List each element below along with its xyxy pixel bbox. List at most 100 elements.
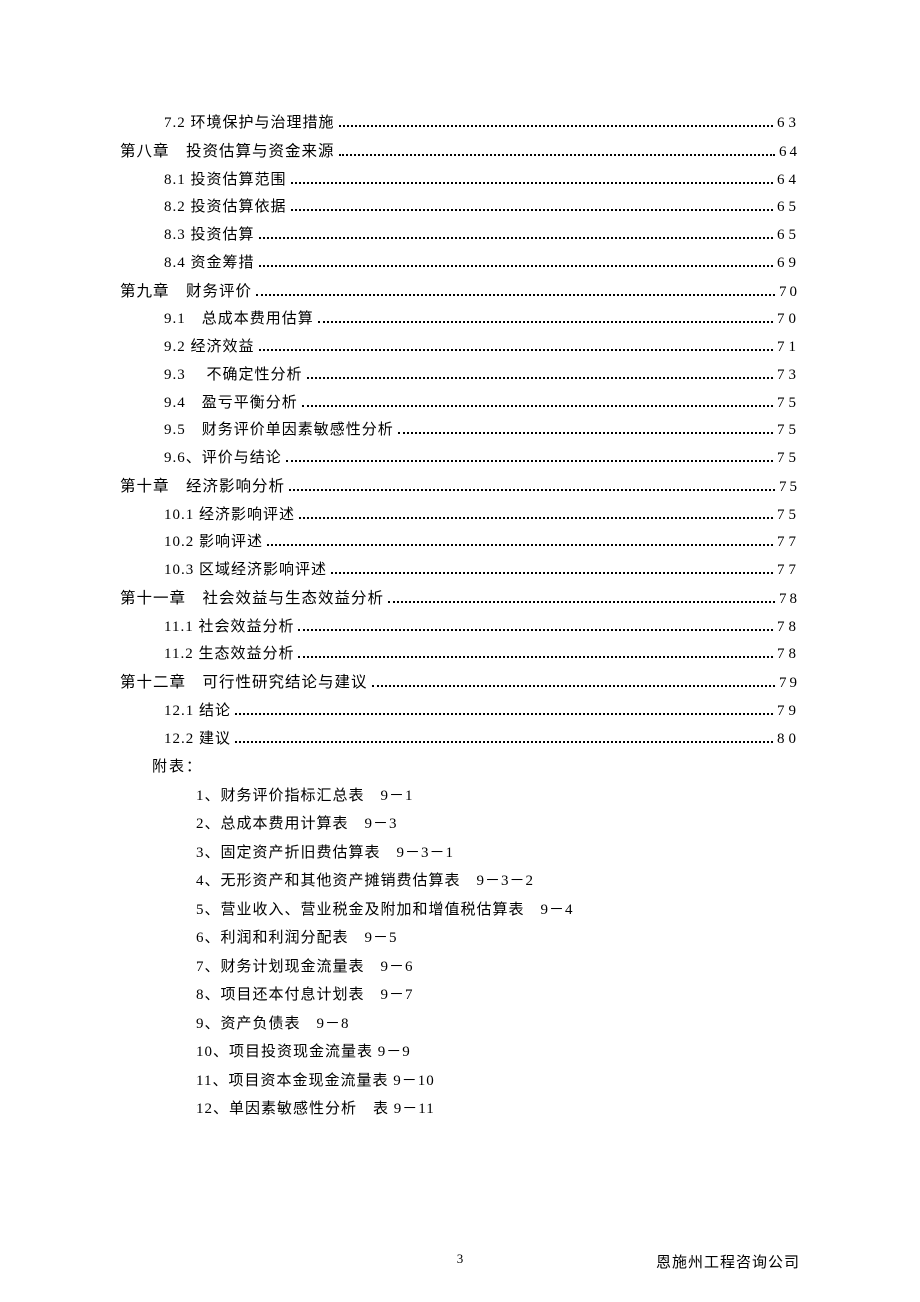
- toc-entry: 9.4 盈亏平衡分析 75: [120, 390, 800, 418]
- toc-entry: 9.5 财务评价单因素敏感性分析 75: [120, 417, 800, 445]
- toc-entry-title: 第八章 投资估算与资金来源: [120, 138, 335, 167]
- toc-entry: 8.1 投资估算范围 64: [120, 167, 800, 195]
- company-name: 恩施州工程咨询公司: [656, 1251, 800, 1272]
- toc-entry-title: 12.1 结论: [164, 698, 231, 726]
- toc-entry-page: 64: [777, 167, 800, 195]
- toc-entry: 第十一章 社会效益与生态效益分析 78: [120, 585, 800, 614]
- toc-entry-title: 10.1 经济影响评述: [164, 502, 295, 530]
- appendix-item: 5、营业收入、营业税金及附加和增值税估算表 9－4: [120, 896, 800, 925]
- appendix-item: 7、财务计划现金流量表 9－6: [120, 953, 800, 982]
- toc-entry-page: 78: [777, 641, 800, 669]
- toc-entry-title: 9.4 盈亏平衡分析: [164, 390, 298, 418]
- toc-entry-title: 第十一章 社会效益与生态效益分析: [120, 585, 384, 614]
- toc-entry-page: 79: [777, 698, 800, 726]
- toc-dot-leader: [291, 182, 773, 184]
- toc-entry: 8.3 投资估算65: [120, 222, 800, 250]
- toc-entry-title: 第九章 财务评价: [120, 278, 252, 307]
- appendix-list: 1、财务评价指标汇总表 9－12、总成本费用计算表 9－33、固定资产折旧费估算…: [120, 782, 800, 1124]
- toc-entry-title: 8.2 投资估算依据: [164, 194, 287, 222]
- toc-dot-leader: [302, 405, 773, 407]
- toc-entry-page: 70: [777, 306, 800, 334]
- appendix-item: 9、资产负债表 9－8: [120, 1010, 800, 1039]
- appendix-item: 6、利润和利润分配表 9－5: [120, 924, 800, 953]
- toc-entry-title: 7.2 环境保护与治理措施: [164, 110, 335, 138]
- toc-entry-page: 71: [777, 334, 800, 362]
- toc-entry-title: 10.2 影响评述: [164, 529, 263, 557]
- toc-entry: 10.1 经济影响评述 75: [120, 502, 800, 530]
- toc-entry-page: 78: [779, 586, 800, 614]
- toc-entry-page: 75: [777, 417, 800, 445]
- toc-dot-leader: [298, 629, 773, 631]
- toc-entry: 12.1 结论 79: [120, 698, 800, 726]
- toc-entry-page: 75: [777, 390, 800, 418]
- page-content: 7.2 环境保护与治理措施63第八章 投资估算与资金来源648.1 投资估算范围…: [0, 0, 920, 1124]
- toc-entry-page: 65: [777, 222, 800, 250]
- table-of-contents: 7.2 环境保护与治理措施63第八章 投资估算与资金来源648.1 投资估算范围…: [120, 110, 800, 753]
- toc-dot-leader: [331, 572, 773, 574]
- toc-entry: 9.1 总成本费用估算70: [120, 306, 800, 334]
- toc-entry: 11.2 生态效益分析 78: [120, 641, 800, 669]
- toc-dot-leader: [235, 741, 773, 743]
- toc-dot-leader: [286, 460, 773, 462]
- toc-dot-leader: [259, 349, 773, 351]
- toc-entry: 11.1 社会效益分析 78: [120, 614, 800, 642]
- toc-entry-page: 73: [777, 362, 800, 390]
- toc-entry-title: 8.4 资金筹措: [164, 250, 255, 278]
- appendix-item: 3、固定资产折旧费估算表 9－3－1: [120, 839, 800, 868]
- toc-entry-title: 12.2 建议: [164, 726, 231, 754]
- toc-entry-title: 10.3 区域经济影响评述: [164, 557, 327, 585]
- appendix-item: 2、总成本费用计算表 9－3: [120, 810, 800, 839]
- appendix-item: 1、财务评价指标汇总表 9－1: [120, 782, 800, 811]
- toc-entry-page: 78: [777, 614, 800, 642]
- toc-dot-leader: [299, 517, 773, 519]
- toc-dot-leader: [267, 544, 773, 546]
- toc-entry-title: 9.6、评价与结论: [164, 445, 282, 473]
- appendix-item: 4、无形资产和其他资产摊销费估算表 9－3－2: [120, 867, 800, 896]
- toc-entry-title: 11.2 生态效益分析: [164, 641, 294, 669]
- toc-entry-title: 9.5 财务评价单因素敏感性分析: [164, 417, 394, 445]
- toc-dot-leader: [318, 321, 773, 323]
- toc-entry-title: 第十章 经济影响分析: [120, 473, 285, 502]
- toc-dot-leader: [339, 125, 773, 127]
- toc-entry: 12.2 建议80: [120, 726, 800, 754]
- toc-entry: 8.4 资金筹措69: [120, 250, 800, 278]
- toc-entry-page: 75: [777, 502, 800, 530]
- toc-entry: 第八章 投资估算与资金来源 64: [120, 138, 800, 167]
- toc-entry: 第十二章 可行性研究结论与建议 79: [120, 669, 800, 698]
- toc-entry-page: 77: [777, 557, 800, 585]
- toc-dot-leader: [307, 377, 773, 379]
- page-number: 3: [457, 1251, 464, 1267]
- toc-entry-title: 第十二章 可行性研究结论与建议: [120, 669, 368, 698]
- toc-entry: 9.6、评价与结论 75: [120, 445, 800, 473]
- toc-entry: 8.2 投资估算依据 65: [120, 194, 800, 222]
- toc-dot-leader: [388, 601, 775, 603]
- toc-entry-page: 65: [777, 194, 800, 222]
- toc-dot-leader: [372, 685, 775, 687]
- toc-entry: 9.2 经济效益 71: [120, 334, 800, 362]
- appendix-header: 附表：: [120, 753, 800, 782]
- toc-dot-leader: [259, 237, 773, 239]
- toc-entry-page: 64: [779, 139, 800, 167]
- toc-entry-page: 75: [779, 474, 800, 502]
- toc-entry-page: 63: [777, 110, 800, 138]
- appendix-item: 8、项目还本付息计划表 9－7: [120, 981, 800, 1010]
- toc-entry-title: 11.1 社会效益分析: [164, 614, 294, 642]
- toc-dot-leader: [291, 209, 773, 211]
- appendix-item: 12、单因素敏感性分析 表 9－11: [120, 1095, 800, 1124]
- toc-entry-page: 79: [779, 670, 800, 698]
- toc-entry: 7.2 环境保护与治理措施 63: [120, 110, 800, 138]
- appendix-item: 11、项目资本金现金流量表 9－10: [120, 1067, 800, 1096]
- toc-dot-leader: [289, 489, 775, 491]
- toc-entry: 第十章 经济影响分析 75: [120, 473, 800, 502]
- toc-dot-leader: [235, 713, 773, 715]
- toc-dot-leader: [256, 294, 775, 296]
- toc-dot-leader: [339, 154, 775, 156]
- toc-dot-leader: [398, 432, 773, 434]
- toc-entry-title: 8.1 投资估算范围: [164, 167, 287, 195]
- toc-entry-title: 9.2 经济效益: [164, 334, 255, 362]
- page-footer: 3 恩施州工程咨询公司: [0, 1251, 920, 1272]
- toc-entry-page: 77: [777, 529, 800, 557]
- toc-entry: 10.2 影响评述 77: [120, 529, 800, 557]
- toc-entry-page: 75: [777, 445, 800, 473]
- toc-dot-leader: [259, 265, 773, 267]
